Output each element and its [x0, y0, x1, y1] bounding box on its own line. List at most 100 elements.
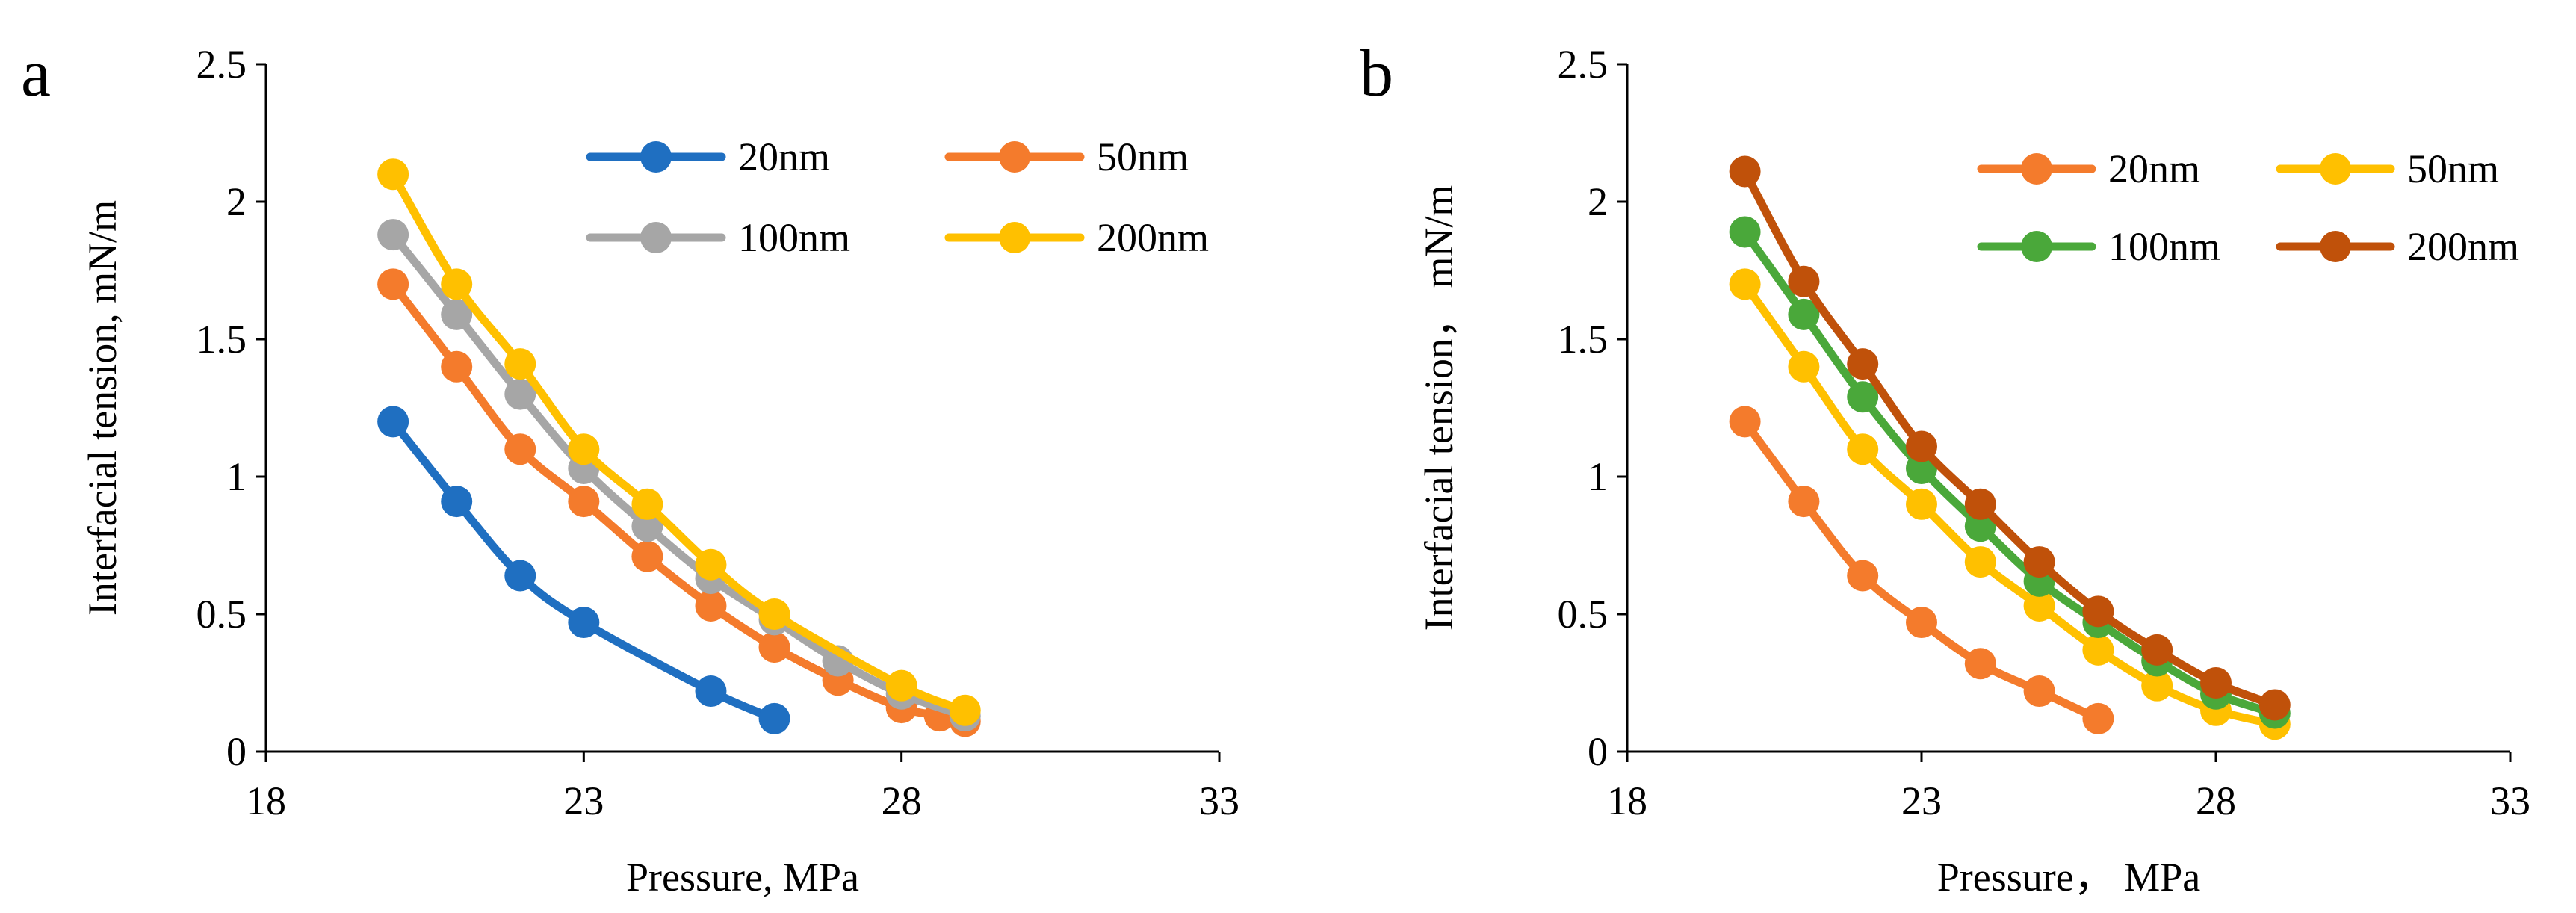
data-point-50nm — [1964, 546, 1996, 578]
data-point-20nm — [2023, 675, 2055, 708]
data-point-200nm — [2200, 667, 2232, 699]
data-point-20nm — [504, 560, 536, 592]
series-line-100nm — [1741, 227, 2279, 717]
legend: 20nm 50nm 100nm 200nm — [1977, 146, 2519, 269]
data-point-200nm — [1964, 488, 1996, 520]
data-point-20nm — [1729, 406, 1761, 438]
data-point-20nm — [1847, 560, 1879, 592]
x-tick-label: 23 — [563, 779, 604, 823]
data-point-20nm — [1788, 486, 1820, 518]
data-point-100nm — [631, 510, 663, 542]
data-point-200nm — [441, 268, 473, 300]
series-20nm — [377, 406, 790, 734]
data-point-20nm — [1964, 648, 1996, 680]
x-tick-label: 18 — [1607, 779, 1647, 823]
data-point-50nm — [1729, 268, 1761, 300]
y-tick-label: 1.5 — [1558, 317, 1609, 362]
panel-label: a — [21, 37, 51, 111]
y-tick-label: 2.5 — [196, 42, 247, 87]
data-point-50nm — [377, 268, 409, 300]
data-point-200nm — [2082, 595, 2114, 628]
legend-label-50nm: 50nm — [2407, 146, 2499, 191]
series-20nm — [1729, 406, 2114, 734]
data-point-200nm — [2023, 546, 2055, 578]
data-point-50nm — [441, 350, 473, 383]
data-point-50nm — [568, 486, 600, 518]
y-tick-label: 0.5 — [196, 592, 247, 637]
data-point-50nm — [631, 540, 663, 572]
legend-marker-50nm — [2320, 153, 2351, 185]
y-tick-label: 2 — [1588, 179, 1608, 224]
data-point-50nm — [695, 589, 727, 622]
series-line-100nm — [388, 230, 970, 720]
data-point-200nm — [2141, 634, 2173, 666]
y-tick-label: 0 — [1588, 729, 1608, 774]
series-50nm — [1729, 268, 2291, 740]
data-point-20nm — [695, 675, 727, 708]
series-200nm — [377, 158, 981, 726]
data-point-200nm — [1847, 348, 1879, 380]
chart-panel-a: 0 0.5 1 1.5 2 2.5 18 23 28 33 Pressure, MPa Interfa… — [21, 37, 1239, 900]
data-point-200nm — [377, 158, 409, 191]
chart-panel-b: 0 0.5 1 1.5 2 2.5 18 23 28 33 Pressure， MPa Interfa… — [1360, 37, 2530, 900]
legend-marker-20nm — [2021, 153, 2052, 185]
legend-marker-20nm — [640, 141, 672, 173]
legend: 20nm 50nm 100nm 200nm — [586, 134, 1209, 260]
legend-label-200nm: 200nm — [1097, 215, 1209, 260]
legend-label-20nm: 20nm — [738, 134, 830, 179]
x-axis-title: Pressure, MPa — [626, 855, 859, 900]
data-point-200nm — [1788, 265, 1820, 297]
y-tick-label: 1 — [1588, 454, 1608, 499]
series-200nm — [1729, 155, 2291, 721]
data-point-100nm — [1847, 381, 1879, 413]
data-point-200nm — [695, 548, 727, 581]
legend-marker-100nm — [2021, 231, 2052, 262]
x-tick-label: 28 — [882, 779, 922, 823]
x-tick-label: 18 — [246, 779, 286, 823]
x-tick-label: 23 — [1901, 779, 1942, 823]
legend-label-20nm: 20nm — [2108, 146, 2200, 191]
data-point-200nm — [504, 348, 536, 380]
y-tick-label: 1.5 — [196, 317, 247, 362]
data-point-200nm — [2258, 689, 2291, 721]
y-axis-title: Interfacial tension， mN/m — [1417, 185, 1461, 631]
legend-label-100nm: 100nm — [2108, 224, 2220, 269]
data-point-200nm — [568, 433, 600, 465]
legend-label-50nm: 50nm — [1097, 134, 1189, 179]
series-line-50nm — [388, 279, 970, 726]
data-point-20nm — [377, 406, 409, 438]
data-point-20nm — [441, 486, 473, 518]
data-point-100nm — [1964, 510, 1996, 542]
data-point-50nm — [2141, 669, 2173, 702]
data-point-20nm — [2082, 702, 2114, 734]
data-point-50nm — [1788, 350, 1820, 383]
y-tick-label: 0.5 — [1558, 592, 1609, 637]
data-point-50nm — [758, 631, 790, 663]
data-point-50nm — [2023, 589, 2055, 622]
data-point-100nm — [441, 298, 473, 330]
legend-marker-50nm — [999, 141, 1030, 173]
series-line-200nm — [388, 170, 970, 715]
data-point-100nm — [377, 219, 409, 251]
data-point-100nm — [1788, 298, 1820, 330]
data-point-200nm — [758, 598, 790, 630]
y-tick-label: 2.5 — [1558, 42, 1609, 87]
y-tick-label: 0 — [226, 729, 247, 774]
data-point-20nm — [568, 607, 600, 639]
x-tick-label: 33 — [2490, 779, 2530, 823]
legend-marker-200nm — [2320, 231, 2351, 262]
y-tick-label: 1 — [226, 454, 247, 499]
x-tick-label: 33 — [1199, 779, 1239, 823]
y-tick-label: 2 — [226, 179, 247, 224]
data-point-200nm — [631, 488, 663, 520]
data-point-200nm — [885, 669, 917, 702]
x-tick-label: 28 — [2196, 779, 2236, 823]
legend-marker-100nm — [640, 222, 672, 253]
data-point-200nm — [949, 694, 981, 726]
legend-label-200nm: 200nm — [2407, 224, 2519, 269]
data-point-50nm — [2082, 634, 2114, 666]
data-point-100nm — [504, 378, 536, 410]
y-axis-title: Interfacial tension, mN/m — [80, 200, 125, 616]
panel-label: b — [1360, 37, 1393, 111]
